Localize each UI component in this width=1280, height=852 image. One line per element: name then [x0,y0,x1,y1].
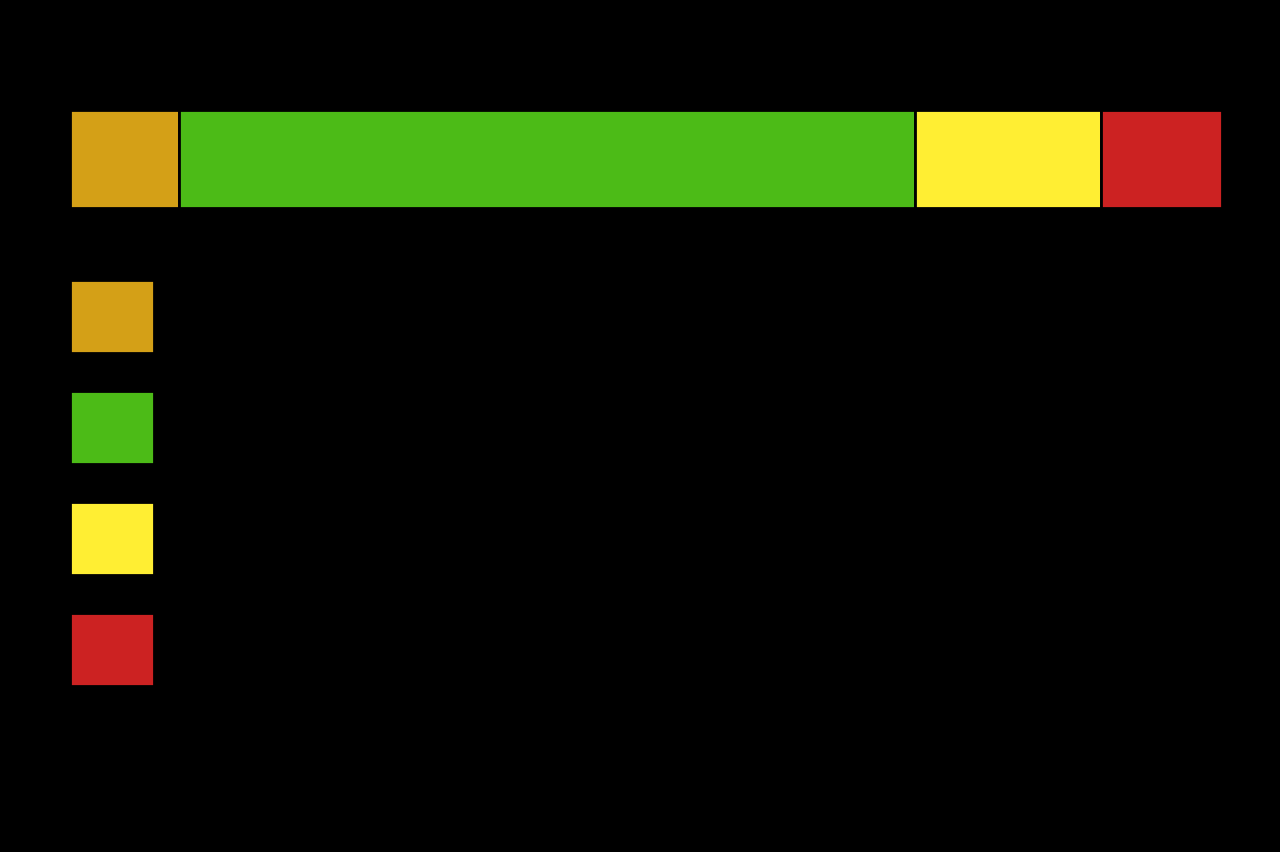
Bar [70,281,154,354]
Bar [915,111,1101,209]
Bar [70,111,179,209]
Bar [1101,111,1222,209]
Bar [70,613,154,686]
Bar [70,392,154,464]
Bar [179,111,915,209]
Bar [70,503,154,575]
